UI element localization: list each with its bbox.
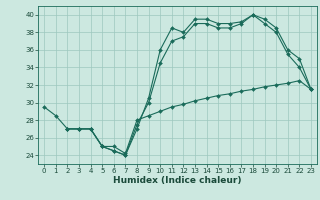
- X-axis label: Humidex (Indice chaleur): Humidex (Indice chaleur): [113, 176, 242, 185]
